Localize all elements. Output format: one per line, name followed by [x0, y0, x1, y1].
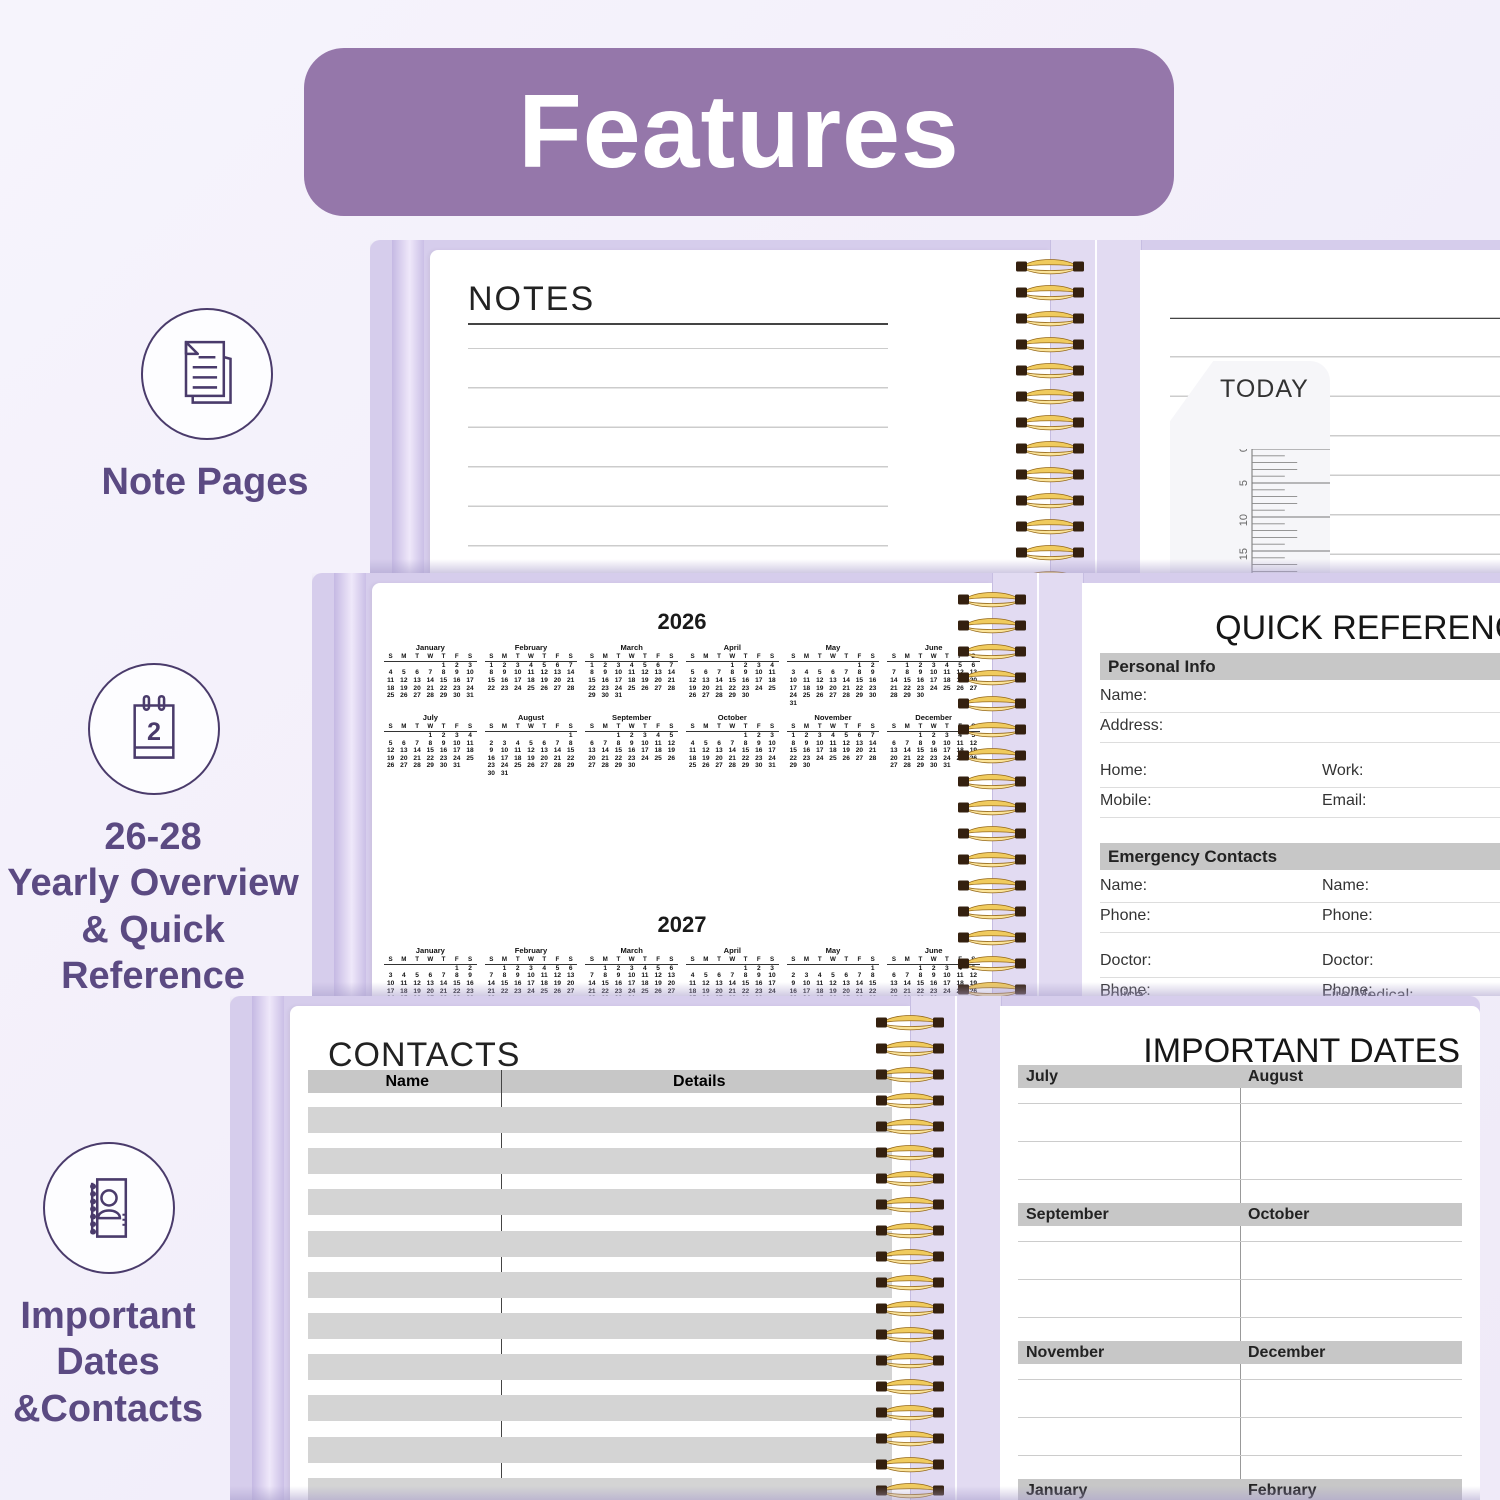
svg-text:15: 15: [1238, 548, 1250, 560]
svg-text:2: 2: [147, 718, 161, 746]
svg-text:5: 5: [1238, 480, 1250, 486]
svg-text:0: 0: [1238, 449, 1250, 452]
svg-text:10: 10: [1238, 514, 1250, 526]
